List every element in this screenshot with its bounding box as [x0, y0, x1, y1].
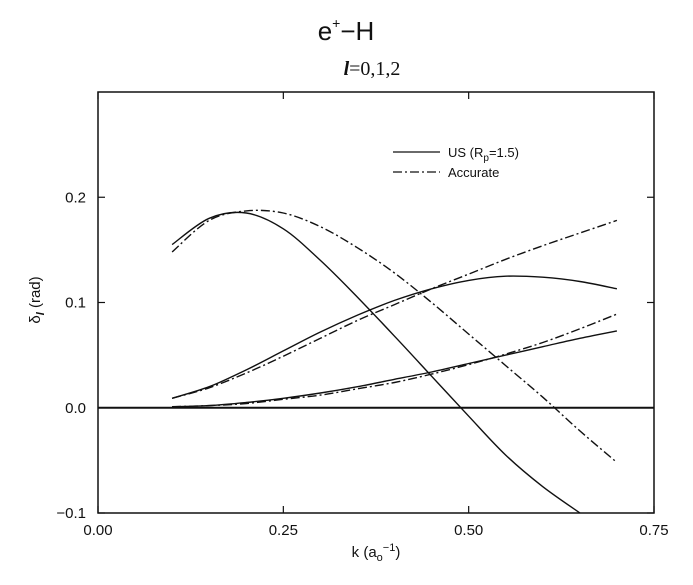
axis-ticks: [97, 92, 655, 514]
series-line-accurate-l0: [171, 209, 618, 464]
series-line-us-l0: [171, 211, 581, 514]
legend: US (Rp=1.5) Accurate: [393, 145, 519, 180]
chart-subtitle: l=0,1,2: [344, 58, 401, 80]
series-group: [171, 209, 618, 514]
legend-label-us: US (Rp=1.5): [448, 145, 519, 164]
axis-tick-labels: 0.00 0.25 0.50 0.75 −0.1 0.0 0.1 0.2: [56, 189, 668, 539]
x-tick-label: 0.25: [269, 522, 298, 539]
x-tick-label: 0.50: [454, 522, 483, 539]
y-axis-label: δl (rad): [27, 276, 47, 323]
series-line-accurate-l1: [171, 219, 618, 399]
series-line-us-l2: [172, 330, 618, 408]
y-tick-label: 0.2: [65, 189, 86, 206]
x-tick-label: 0.00: [83, 522, 112, 539]
series-line-accurate-l2: [172, 313, 618, 408]
series-line-us-l1: [171, 275, 618, 399]
y-tick-label: 0.0: [65, 400, 86, 417]
x-tick-label: 0.75: [639, 522, 668, 539]
x-axis-label: k (ao−1): [352, 542, 401, 564]
y-tick-label: −0.1: [56, 505, 86, 522]
plot-frame: [97, 91, 655, 514]
y-tick-label: 0.1: [65, 295, 86, 312]
legend-label-accurate: Accurate: [448, 165, 499, 180]
chart-title: e+−H: [318, 15, 375, 46]
